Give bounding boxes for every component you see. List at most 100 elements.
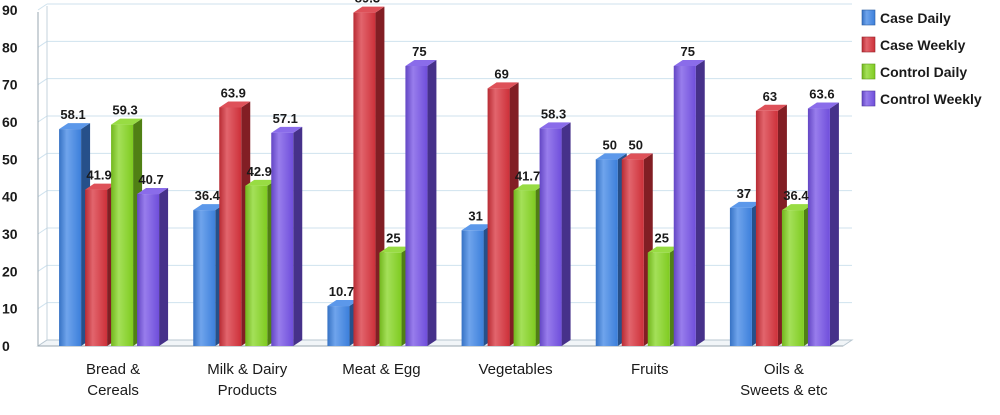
legend-swatch [861,63,876,80]
bar-top [595,153,627,160]
legend-item: Control Weekly [861,90,982,107]
legend-item: Case Weekly [861,36,966,53]
gridline-side [37,190,48,198]
bar-front [539,128,562,346]
bar-side [159,188,169,346]
bar-top [755,104,787,111]
bar-front [595,159,618,346]
data-label: 58.3 [541,106,566,121]
gridline-side [37,3,48,11]
bars [59,6,839,347]
gridline-side [37,302,48,310]
data-label: 58.1 [60,107,85,122]
bar-top [781,204,813,211]
y-tick-label: 40 [2,189,18,205]
bar [807,102,839,346]
legend-swatch [861,90,876,107]
bar-front [111,124,134,346]
bar-front [405,66,428,346]
bar-top [379,246,411,253]
category-label: Bread & [86,361,140,378]
bar-top [487,82,519,89]
data-label: 50 [629,137,643,152]
bar-side [695,60,705,346]
bar-front [647,252,670,346]
data-label: 75 [412,44,426,59]
bar-top [193,204,225,211]
data-label: 41.7 [515,168,540,183]
bar-front [327,306,350,346]
bar-front [461,230,484,346]
bar-front [85,189,108,346]
data-label: 25 [386,231,400,246]
category-label: Sweets & etc [740,382,828,399]
bar-top [807,102,839,109]
legend-swatch [861,36,876,53]
bar-top [461,224,493,231]
bar-front [379,252,402,346]
data-label: 89.3 [355,0,380,6]
data-label: 36.4 [783,188,809,203]
data-label: 42.9 [247,164,272,179]
legend-item: Control Daily [861,63,967,80]
data-label: 31 [468,208,482,223]
legend-swatch [861,9,876,26]
bar-front [59,129,82,346]
gridline-side [37,152,48,160]
bar-front [729,207,752,346]
bar-front [271,132,294,346]
bar-front [245,185,268,346]
legend-item: Case Daily [861,9,951,26]
y-tick-label: 10 [2,301,18,317]
bar-front [513,190,536,346]
bar-top [539,122,571,129]
bar-front [755,110,778,346]
bar-top [137,188,169,195]
category-label: Meat & Egg [342,361,420,378]
y-tick-label: 30 [2,226,18,242]
category-label: Fruits [631,361,669,378]
bar [539,122,571,346]
data-label: 37 [737,186,751,201]
bar-top [513,184,545,191]
category-label: Vegetables [478,361,552,378]
bar-top [111,118,143,125]
data-label: 69 [494,66,508,81]
bar-front [193,210,216,346]
category-label: Products [218,382,277,399]
bar-front [673,66,696,346]
legend: Case Daily Case Weekly Control Daily Contro… [861,9,982,107]
bar-side [427,60,437,346]
bar-top [647,246,679,253]
bar-top [405,60,437,66]
y-tick-label: 20 [2,263,18,279]
bar-top [271,126,303,133]
legend-label: Case Weekly [880,37,966,53]
bar-side [829,102,839,346]
gridline-side [37,115,48,123]
bar-side [293,126,303,347]
category-label: Milk & Dairy [207,361,288,378]
y-tick-label: 60 [2,114,18,130]
data-label: 41.9 [86,168,111,183]
bar-top [621,153,653,160]
bar-top [353,6,385,13]
bar [137,188,169,346]
y-tick-label: 90 [2,2,18,18]
data-label: 40.7 [138,172,163,187]
data-label: 63.6 [809,87,834,102]
bar [271,126,303,347]
gridline-side [37,78,48,86]
data-labels: 58.1 41.9 59.3 40.7 36.4 63.9 42.9 57.1 10.7 89.3… [60,0,834,299]
bar-front [487,88,510,347]
bar-top [729,201,761,208]
bar-top [85,183,117,190]
bar-side [561,122,571,346]
legend-label: Control Weekly [880,91,982,107]
bar [405,60,437,346]
data-label: 63 [763,89,777,104]
legend-label: Case Daily [880,10,951,26]
bar-front [219,107,242,346]
y-tick-label: 80 [2,39,18,55]
